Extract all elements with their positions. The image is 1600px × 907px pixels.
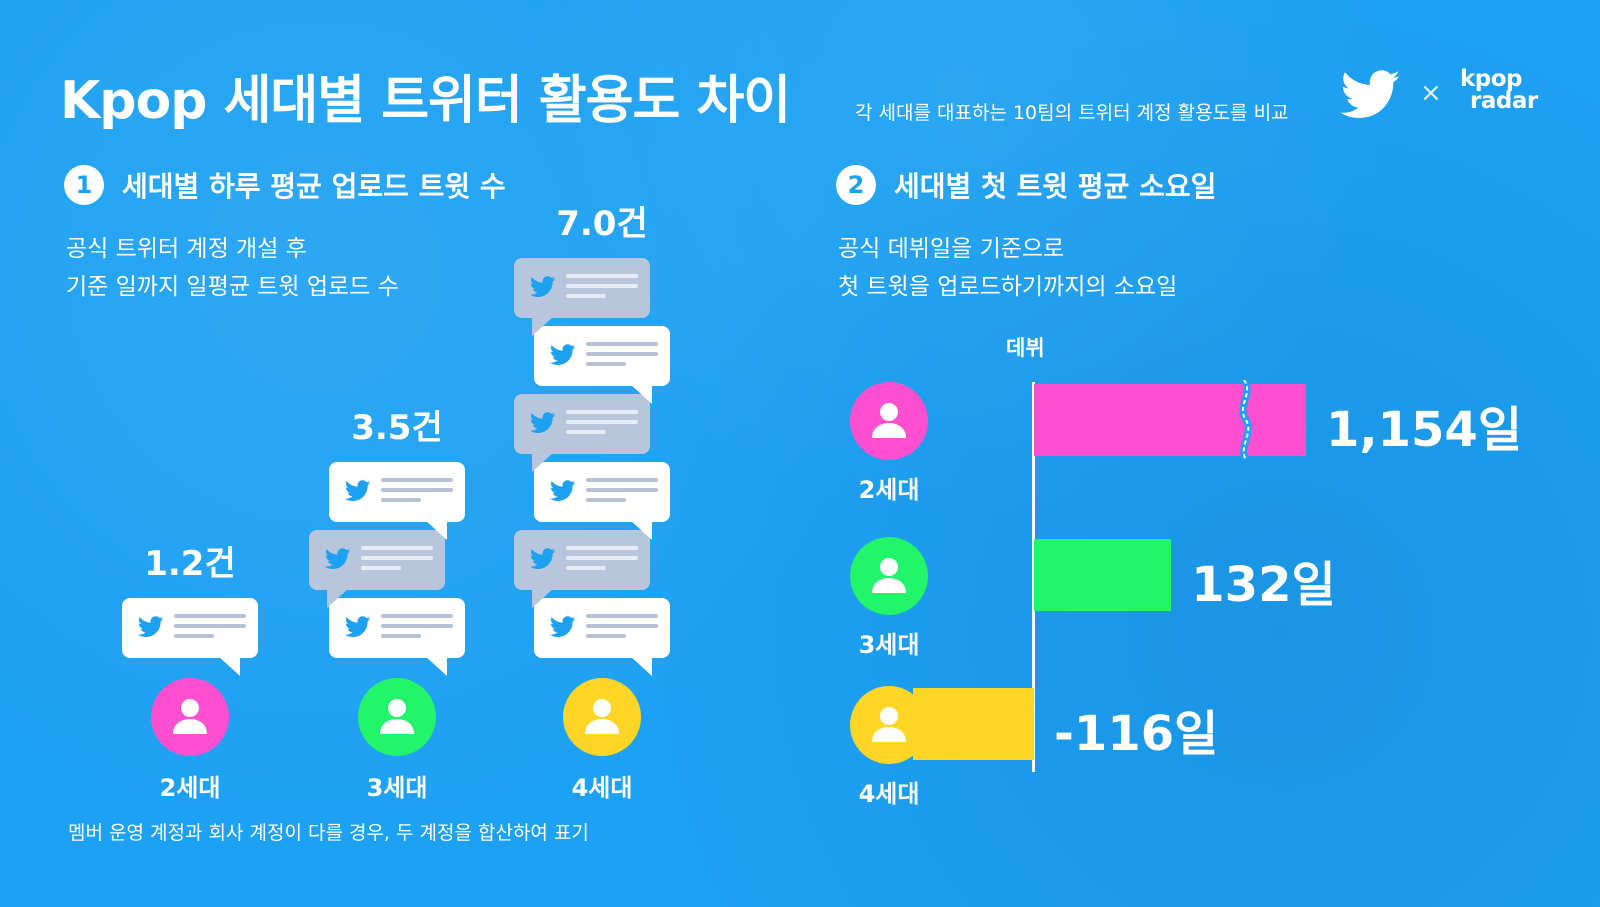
twitter-bird-icon [138,616,164,637]
logo-separator: × [1420,78,1442,108]
bubble-tail [630,520,652,540]
category-label-3세대: 3세대 [366,774,428,802]
bar-2세대 [1034,384,1306,456]
twitter-bird-icon [530,548,556,569]
person-icon [872,707,906,742]
twitter-bird-icon [550,344,576,365]
bar-3세대 [1034,539,1172,611]
footnote: 멤버 운영 계정과 회사 계정이 다를 경우, 두 계정을 합산하여 표기 [68,822,589,844]
bubble-tail [630,384,652,404]
text-lines [586,614,658,644]
twitter-bird-icon [1340,70,1400,118]
text-lines [381,478,453,508]
value-label-4세대: -116일 [1054,706,1219,762]
bar-4세대 [913,688,1034,760]
avatar-3세대 [358,678,436,756]
section2-heading: 2 세대별 첫 트윗 평균 소요일 [836,165,1216,205]
person-icon [872,403,906,438]
value-label-2세대: 1.2건 [144,544,236,584]
avatar-4세대 [563,678,641,756]
value-label-4세대: 7.0건 [556,204,648,244]
text-lines [566,546,638,576]
bubble-tail [532,452,554,472]
section1-description: 공식 트위터 계정 개설 후 기준 일까지 일평균 트윗 업로드 수 [66,236,399,300]
person-icon [872,558,906,593]
section2-title: 세대별 첫 트윗 평균 소요일 [894,170,1217,203]
tweet-bubble [309,530,445,608]
category-label-3세대: 3세대 [858,631,920,659]
text-lines [381,614,453,644]
tweet-bubble [329,462,465,540]
twitter-bird-icon [550,616,576,637]
value-label-2세대: 1,154일 [1326,402,1522,458]
section1-title: 세대별 하루 평균 업로드 트윗 수 [122,170,506,203]
twitter-bird-icon [530,276,556,297]
tweet-bubble [514,394,650,472]
debut-axis-label: 데뷔 [1006,336,1045,360]
text-lines [174,614,246,644]
text-lines [566,410,638,440]
avatar-3세대 [850,537,928,615]
section2-number: 2 [836,165,876,205]
bubble-tail [532,588,554,608]
tweet-bubble [122,598,258,676]
bubble-tail [425,520,447,540]
person-icon [585,699,619,734]
tweet-bubble [534,462,670,540]
twitter-bird-icon [325,548,351,569]
person-icon [380,699,414,734]
tweet-bubble [514,258,650,336]
text-lines [566,274,638,304]
section1-number: 1 [64,165,104,205]
debut-axis-line [1032,382,1035,772]
twitter-bird-icon [530,412,556,433]
tweet-bubble [329,598,465,676]
tweet-bubble [534,598,670,676]
bubble-tail [630,656,652,676]
bubble-tail [425,656,447,676]
section2-description: 공식 데뷔일을 기준으로 첫 트윗을 업로드하기까지의 소요일 [838,236,1178,300]
kpop-radar-logo: kpop radar [1460,66,1538,114]
bubble-tail [327,588,349,608]
avatar-2세대 [850,382,928,460]
twitter-bird-icon [550,480,576,501]
avatar-4세대 [850,686,928,764]
text-lines [361,546,433,576]
axis-break-mark [1239,380,1252,460]
value-label-3세대: 132일 [1191,557,1336,613]
twitter-bird-icon [345,480,371,501]
page-subtitle: 각 세대를 대표하는 10팀의 트위터 계정 활용도를 비교 [855,102,1289,124]
tweet-bubble [534,326,670,404]
category-label-4세대: 4세대 [858,780,920,808]
page-title: Kpop 세대별 트위터 활용도 차이 [60,71,791,131]
category-label-2세대: 2세대 [159,774,221,802]
value-label-3세대: 3.5건 [351,408,443,448]
person-icon [173,699,207,734]
bubble-tail [532,316,554,336]
category-label-4세대: 4세대 [571,774,633,802]
section1-heading: 1 세대별 하루 평균 업로드 트윗 수 [64,165,506,205]
text-lines [586,342,658,372]
text-lines [586,478,658,508]
tweet-bubble [514,530,650,608]
twitter-bird-icon [345,616,371,637]
avatar-2세대 [151,678,229,756]
category-label-2세대: 2세대 [858,476,920,504]
bubble-tail [218,656,240,676]
